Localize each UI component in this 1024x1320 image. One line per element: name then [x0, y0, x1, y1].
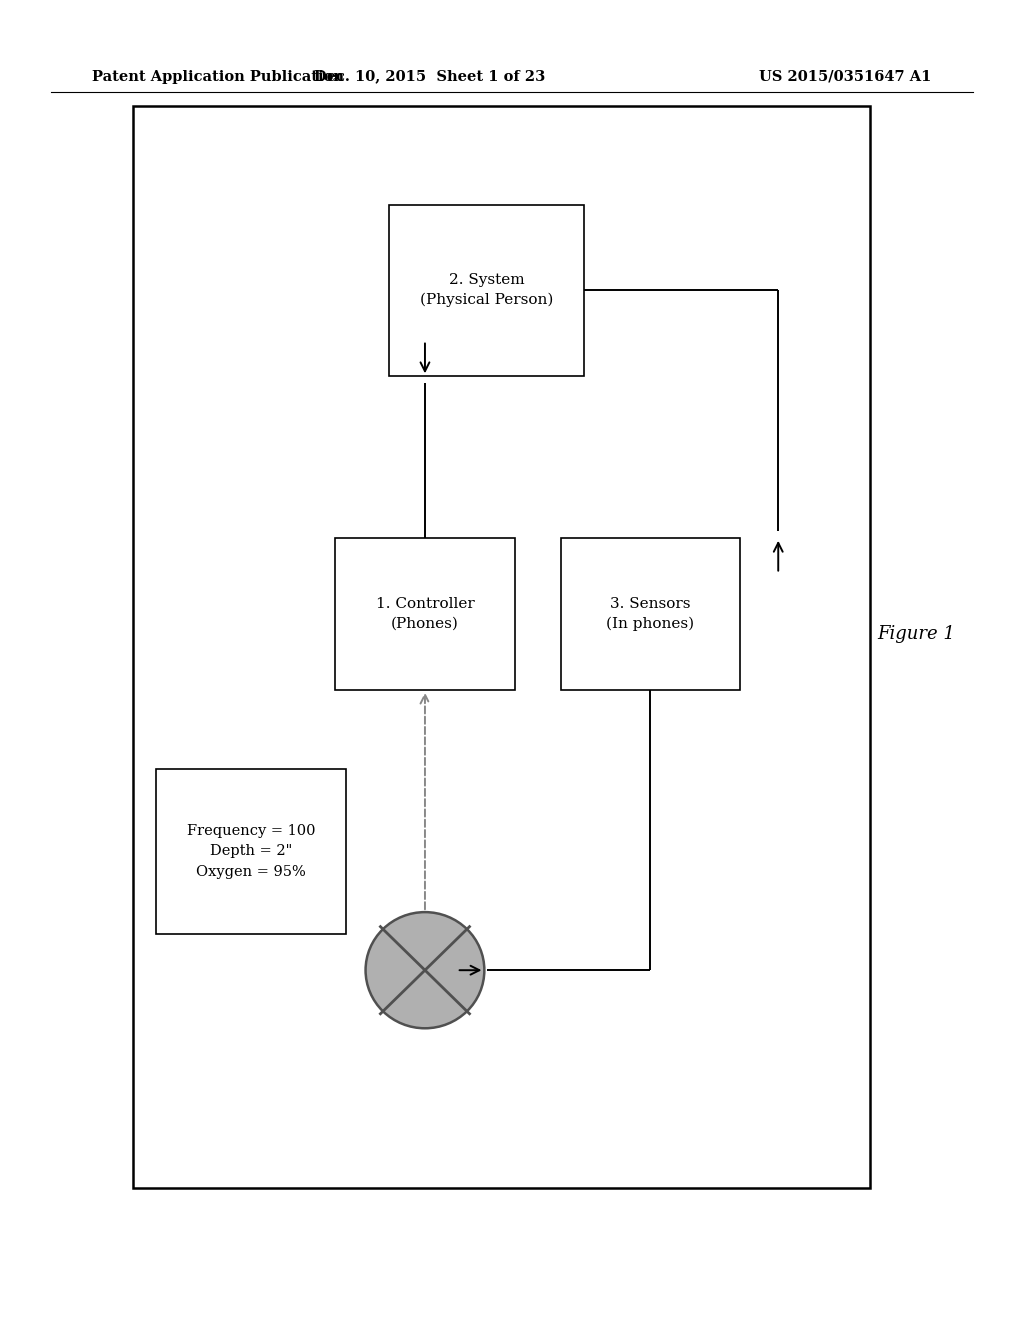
Text: 3. Sensors
(In phones): 3. Sensors (In phones)	[606, 597, 694, 631]
Text: Dec. 10, 2015  Sheet 1 of 23: Dec. 10, 2015 Sheet 1 of 23	[314, 70, 546, 83]
Bar	[389, 205, 584, 376]
Text: Figure 1: Figure 1	[878, 624, 955, 643]
Bar	[336, 539, 514, 689]
Text: 2. System
(Physical Person): 2. System (Physical Person)	[420, 273, 553, 308]
Text: Frequency = 100
Depth = 2"
Oxygen = 95%: Frequency = 100 Depth = 2" Oxygen = 95%	[186, 824, 315, 879]
Text: Patent Application Publication: Patent Application Publication	[92, 70, 344, 83]
Text: 1. Controller
(Phones): 1. Controller (Phones)	[376, 597, 474, 631]
Text: US 2015/0351647 A1: US 2015/0351647 A1	[760, 70, 932, 83]
Bar	[156, 768, 346, 935]
Bar	[561, 539, 739, 689]
Ellipse shape	[366, 912, 484, 1028]
Bar	[133, 106, 870, 1188]
